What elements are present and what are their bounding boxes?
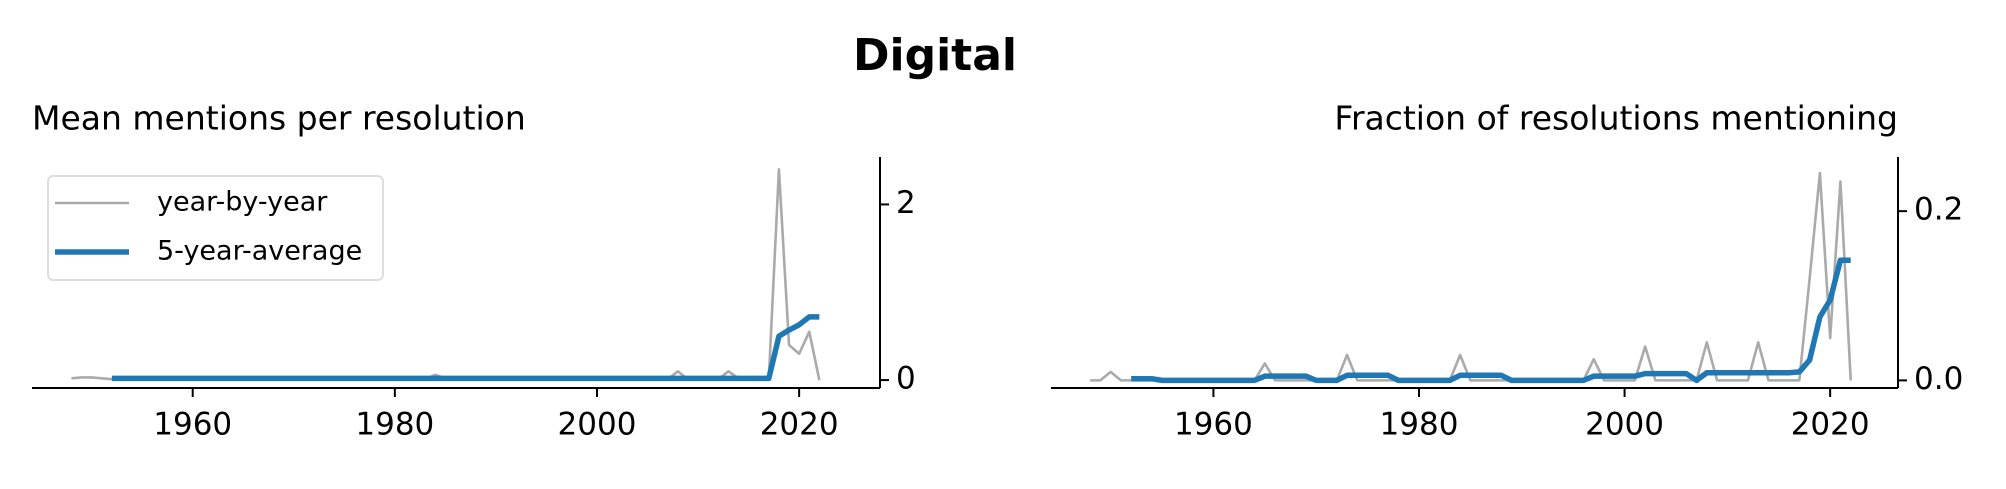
series-line <box>1090 171 1853 382</box>
x-tick-label: 1960 <box>1174 407 1253 443</box>
y-tick-label: 2 <box>896 185 916 221</box>
y-tick-label: 0.0 <box>1914 361 1963 397</box>
axes-title: Mean mentions per resolution <box>32 99 526 138</box>
series-line <box>1131 257 1851 384</box>
legend-label: year-by-year <box>157 187 328 218</box>
axes: Mean mentions per resolution 1960 1980 2000… <box>32 99 916 443</box>
x-tick-label: 1980 <box>355 407 434 443</box>
x-tick-label: 2000 <box>558 407 637 443</box>
axes: Fraction of resolutions mentioning 1960 19… <box>1051 99 1963 443</box>
legend-label: 5-year-average <box>157 236 362 267</box>
y-tick-label: 0.2 <box>1914 192 1963 228</box>
legend-box <box>47 175 384 281</box>
series-line <box>111 314 820 382</box>
x-tick-label: 2020 <box>760 407 839 443</box>
x-tick-label: 2020 <box>1791 407 1870 443</box>
y-tick-label: 0 <box>896 361 916 397</box>
x-tick-label: 1960 <box>153 407 232 443</box>
axes-title: Fraction of resolutions mentioning <box>1334 99 1898 138</box>
x-tick-label: 2000 <box>1585 407 1664 443</box>
figure-title: Digital <box>853 30 1017 81</box>
x-tick-label: 1980 <box>1380 407 1459 443</box>
legend: year-by-year 5-year-average <box>47 175 384 281</box>
